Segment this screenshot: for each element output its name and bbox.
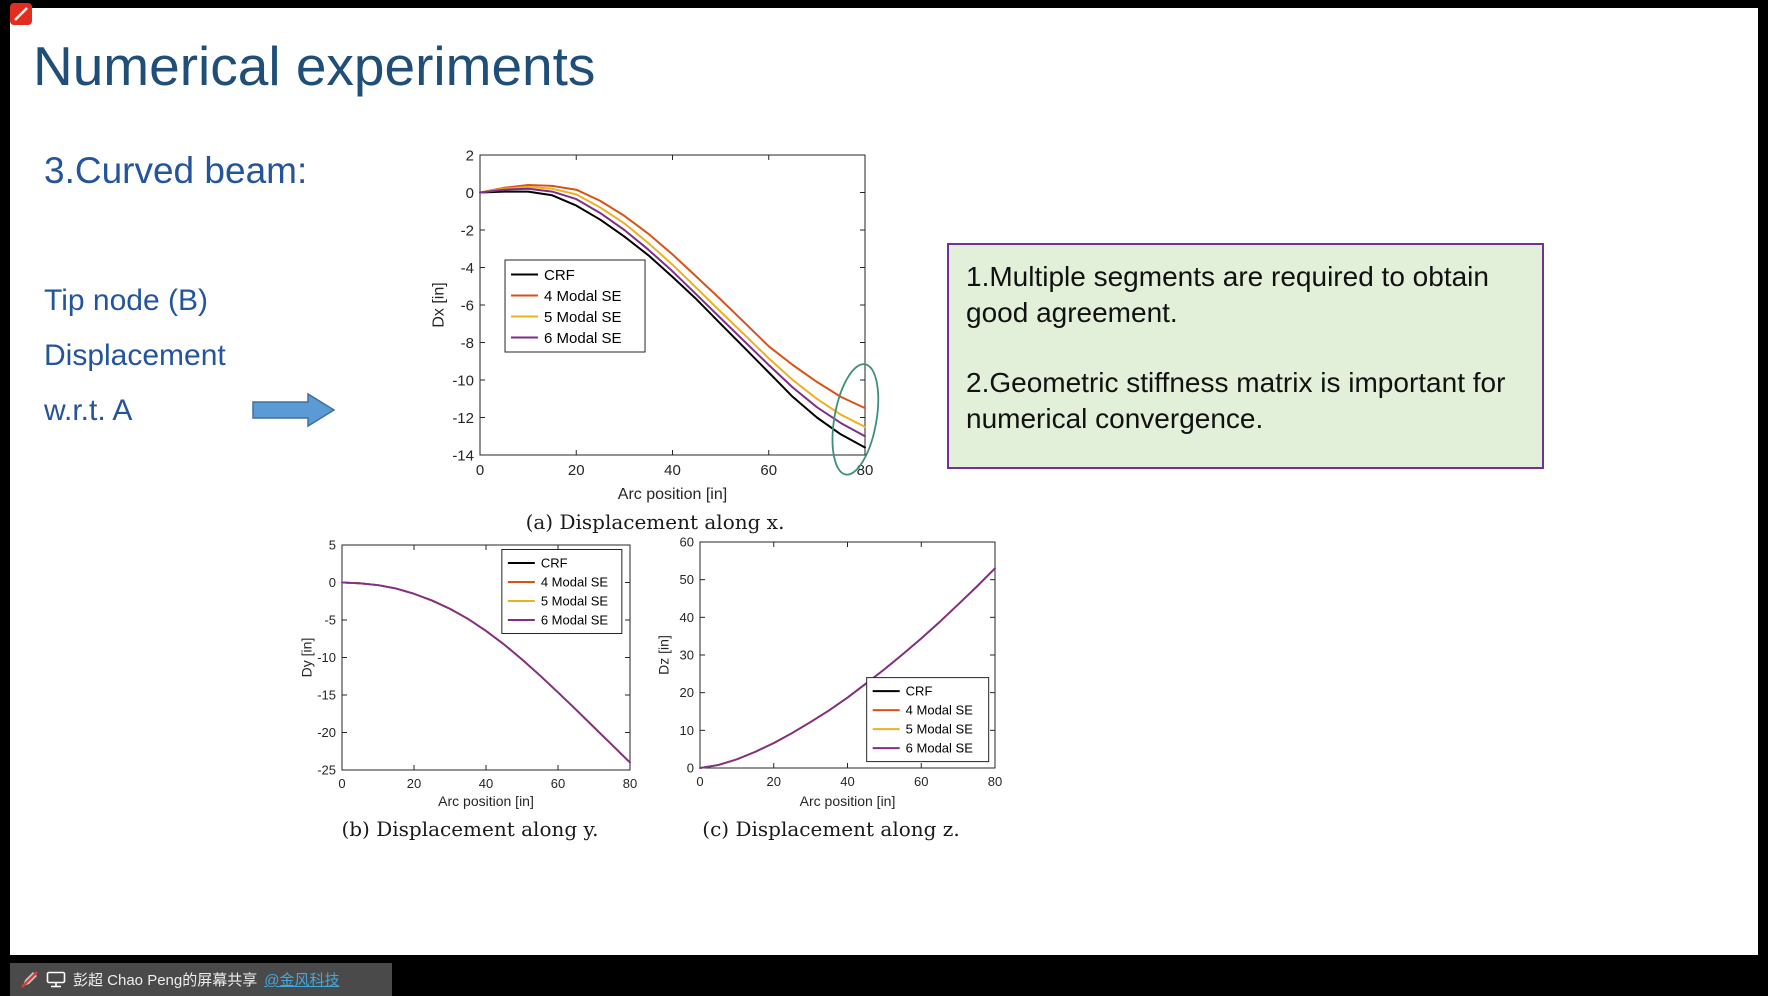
y-tick-label: 0 bbox=[687, 761, 694, 776]
x-tick-label: 40 bbox=[664, 462, 681, 479]
x-axis-label: Arc position [in] bbox=[618, 486, 727, 503]
arrow-glyph bbox=[252, 392, 336, 428]
series-6-modal-se bbox=[341, 581, 631, 764]
label-displacement: Displacement bbox=[44, 339, 226, 372]
y-tick-label: -12 bbox=[452, 410, 474, 427]
series-5-modal-se bbox=[479, 185, 866, 428]
note-line-1: 1.Multiple segments are required to obta… bbox=[966, 261, 1489, 329]
highlight-ellipse bbox=[831, 363, 880, 476]
legend-label: CRF bbox=[544, 267, 575, 284]
legend-label: 4 Modal SE bbox=[906, 703, 974, 718]
x-tick-label: 60 bbox=[760, 462, 777, 479]
x-tick-label: 20 bbox=[568, 462, 585, 479]
pen-slash-glyph bbox=[21, 971, 38, 988]
x-tick-label: 40 bbox=[479, 776, 493, 791]
slide-canvas bbox=[10, 8, 1758, 955]
screen-record-icon[interactable] bbox=[10, 3, 32, 25]
x-tick-label: 20 bbox=[767, 774, 781, 789]
series-6-modal-se bbox=[699, 567, 996, 769]
y-tick-label: -20 bbox=[317, 725, 336, 740]
screen-share-statusbar: 彭超 Chao Peng的屏幕共享 @金风科技 bbox=[10, 963, 392, 996]
x-tick-label: 0 bbox=[338, 776, 345, 791]
caption-chart-b: (b) Displacement along y. bbox=[341, 817, 599, 841]
y-tick-label: 20 bbox=[680, 685, 694, 700]
y-tick-label: -4 bbox=[461, 260, 474, 277]
y-tick-label: 0 bbox=[329, 575, 336, 590]
chart-svg: 0 20 40 60 80 -14 -12 -10 -8 -6 -4 -2 0 2 Arc position… bbox=[430, 147, 880, 503]
screen-share-monitor-icon bbox=[46, 971, 66, 988]
y-tick-label: 5 bbox=[329, 538, 336, 553]
y-tick-label: 40 bbox=[680, 610, 694, 625]
y-tick-label: 2 bbox=[466, 147, 474, 164]
right-block-arrow-icon bbox=[252, 392, 336, 433]
y-tick-label: 30 bbox=[680, 648, 694, 663]
y-tick-label: 50 bbox=[680, 572, 694, 587]
legend-label: 4 Modal SE bbox=[541, 575, 609, 590]
label-wrt-a: w.r.t. A bbox=[44, 394, 133, 427]
page-title: Numerical experiments bbox=[33, 35, 596, 97]
chart-svg: 0 20 40 60 80 0 10 20 30 40 50 60 Arc position [in] D… bbox=[655, 535, 1002, 809]
x-tick-label: 80 bbox=[857, 462, 874, 479]
series-6-modal-se bbox=[479, 187, 866, 438]
annotation-pen-disabled-icon[interactable] bbox=[20, 970, 39, 989]
legend-label: 6 Modal SE bbox=[906, 741, 974, 756]
x-tick-label: 40 bbox=[840, 774, 854, 789]
y-tick-label: 0 bbox=[466, 185, 474, 202]
y-axis-label: Dz [in] bbox=[655, 635, 671, 675]
x-axis-label: Arc position [in] bbox=[438, 793, 534, 809]
legend-label: CRF bbox=[541, 556, 568, 571]
legend-label: 6 Modal SE bbox=[544, 330, 622, 347]
legend-label: 5 Modal SE bbox=[544, 309, 622, 326]
y-tick-label: -14 bbox=[452, 447, 474, 464]
x-tick-label: 0 bbox=[476, 462, 484, 479]
share-text: 彭超 Chao Peng的屏幕共享 bbox=[73, 972, 258, 989]
legend-label: 6 Modal SE bbox=[541, 613, 609, 628]
y-tick-label: -10 bbox=[317, 650, 336, 665]
share-company-link[interactable]: @金风科技 bbox=[264, 972, 340, 989]
note-line-2: 2.Geometric stiffness matrix is importan… bbox=[966, 367, 1506, 435]
y-tick-label: 10 bbox=[680, 723, 694, 738]
y-tick-label: -6 bbox=[461, 297, 474, 314]
y-tick-label: -2 bbox=[461, 222, 474, 239]
y-tick-label: -15 bbox=[317, 688, 336, 703]
y-tick-label: -10 bbox=[452, 372, 474, 389]
caption-chart-a: (a) Displacement along x. bbox=[525, 510, 785, 534]
section-label: 3.Curved beam: bbox=[44, 150, 308, 191]
caption-chart-c: (c) Displacement along z. bbox=[702, 817, 960, 841]
y-axis-label: Dx [in] bbox=[430, 282, 447, 327]
y-tick-label: -25 bbox=[317, 763, 336, 778]
y-axis-label: Dy [in] bbox=[298, 638, 314, 678]
chart-displacement-x: 0 20 40 60 80 -14 -12 -10 -8 -6 -4 -2 0 2 Arc position… bbox=[425, 145, 880, 505]
chart-displacement-z: 0 20 40 60 80 0 10 20 30 40 50 60 Arc position [in] D… bbox=[652, 532, 1010, 812]
y-tick-label: -5 bbox=[324, 613, 336, 628]
legend-label: 4 Modal SE bbox=[544, 288, 622, 305]
y-tick-label: 60 bbox=[680, 535, 694, 550]
x-tick-label: 0 bbox=[696, 774, 703, 789]
x-tick-label: 20 bbox=[407, 776, 421, 791]
label-tip-node: Tip node (B) bbox=[44, 284, 208, 317]
screen-record-glyph bbox=[14, 7, 28, 21]
x-axis-label: Arc position [in] bbox=[800, 793, 896, 809]
x-tick-label: 80 bbox=[988, 774, 1002, 789]
x-tick-label: 60 bbox=[914, 774, 928, 789]
side-labels: Tip node (B) Displacement w.r.t. A bbox=[44, 284, 226, 449]
chart-svg: 0 20 40 60 80 -25 -20 -15 -10 -5 0 5 Arc position [i… bbox=[298, 538, 637, 809]
x-tick-label: 80 bbox=[623, 776, 637, 791]
series-crf bbox=[479, 190, 866, 449]
monitor-glyph bbox=[46, 971, 66, 988]
y-tick-label: -8 bbox=[461, 335, 474, 352]
chart-displacement-y: 0 20 40 60 80 -25 -20 -15 -10 -5 0 5 Arc position [i… bbox=[295, 535, 645, 812]
legend-label: 5 Modal SE bbox=[906, 722, 974, 737]
legend-label: 5 Modal SE bbox=[541, 594, 609, 609]
series-4-modal-se bbox=[479, 184, 866, 410]
x-tick-label: 60 bbox=[551, 776, 565, 791]
note-box: 1.Multiple segments are required to obta… bbox=[947, 243, 1544, 469]
legend-label: CRF bbox=[906, 684, 933, 699]
